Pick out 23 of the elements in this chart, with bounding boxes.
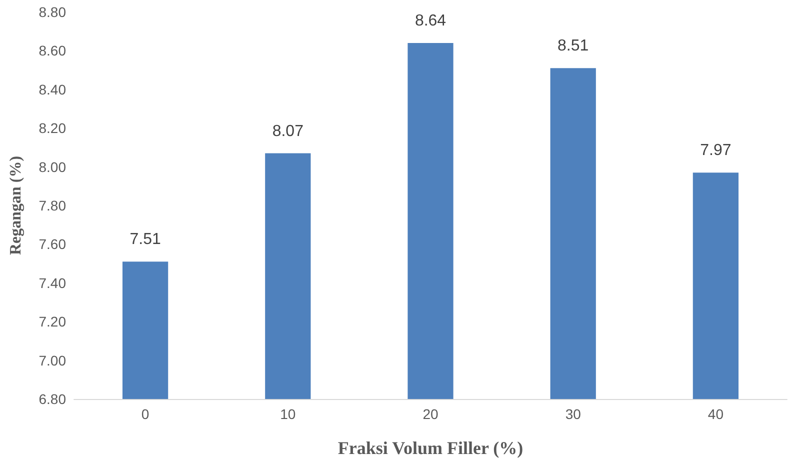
- y-tick-label: 8.00: [38, 158, 66, 175]
- x-tick-label: 40: [708, 406, 724, 422]
- x-tick-label: 30: [565, 406, 582, 422]
- y-tick-label: 8.20: [38, 120, 66, 136]
- y-tick-label: 7.20: [38, 314, 66, 330]
- y-tick-label: 7.40: [38, 274, 66, 291]
- data-label: 8.64: [414, 12, 446, 30]
- data-label: 7.51: [130, 231, 161, 248]
- data-label: 7.97: [700, 142, 732, 160]
- y-tick-label: 8.40: [38, 81, 66, 98]
- data-label: 8.07: [272, 122, 304, 140]
- y-tick-label: 8.60: [38, 42, 66, 59]
- data-label: 8.51: [558, 38, 589, 55]
- y-tick-label: 6.80: [38, 391, 66, 407]
- y-axis-title: Regangan (%): [8, 156, 24, 256]
- x-axis-title: Fraksi Volum Filler (%): [338, 438, 524, 458]
- y-tick-label: 7.60: [38, 236, 66, 252]
- y-tick-label: 7.00: [38, 352, 66, 368]
- x-tick-label: 20: [422, 406, 438, 422]
- y-tick-label: 8.80: [38, 4, 66, 20]
- y-tick-label: 7.80: [38, 198, 66, 214]
- x-tick-label: 0: [141, 406, 150, 422]
- x-tick-label: 10: [280, 406, 296, 422]
